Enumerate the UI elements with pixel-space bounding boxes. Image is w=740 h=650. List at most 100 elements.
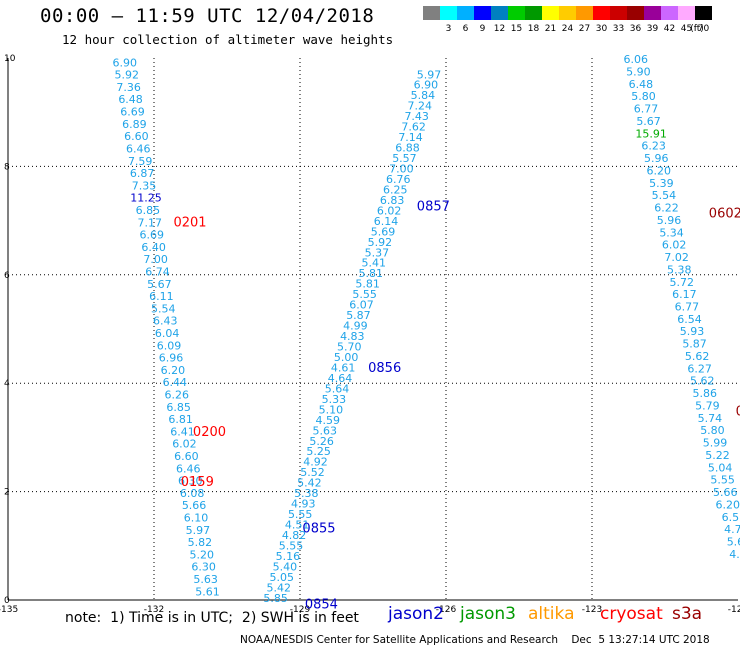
wave-height-value: 5.38 (294, 487, 319, 500)
scale-swatch (678, 6, 695, 20)
satellite-legend-jason3: jason3 (460, 604, 516, 624)
wave-height-value: 6.14 (374, 215, 399, 228)
wave-height-value: 5.52 (300, 466, 325, 479)
wave-height-value: 5.97 (417, 68, 442, 81)
scale-label: 15 (510, 24, 523, 34)
wave-height-value: 4.7 (724, 523, 740, 536)
wave-height-value: 5.54 (151, 302, 176, 315)
pass-time-label: 0857 (417, 199, 450, 214)
pass-time-label: 0854 (305, 597, 338, 612)
wave-height-value: 4.83 (340, 330, 365, 343)
wave-height-value: 6.27 (687, 362, 712, 375)
wave-height-value: 6.87 (130, 167, 155, 180)
wave-height-value: 6.04 (155, 327, 180, 340)
scale-swatch (559, 6, 576, 20)
scale-label: 70 (697, 24, 710, 34)
wave-height-value: 5.42 (266, 581, 291, 594)
scale-swatch (627, 6, 644, 20)
wave-height-value: 5.81 (355, 278, 380, 291)
wave-height-value: 5.37 (365, 246, 390, 259)
scale-swatch (610, 6, 627, 20)
wave-height-value: 4.59 (316, 414, 341, 427)
x-tick-label: -135 (0, 605, 18, 615)
y-tick-label: 10 (4, 54, 16, 64)
wave-height-value: 7.17 (138, 216, 163, 229)
wave-height-value: 5.87 (682, 338, 707, 351)
wave-height-value: 5.55 (352, 288, 377, 301)
scale-label: 36 (629, 24, 642, 34)
scale-label: 42 (663, 24, 676, 34)
wave-height-value: 6.85 (136, 204, 161, 217)
wave-height-value: 5.99 (703, 437, 728, 450)
wave-height-value: 4.99 (343, 320, 368, 333)
wave-height-value: 5.55 (288, 508, 313, 521)
pass-time-label: 0201 (173, 216, 206, 231)
wave-height-value: 5.66 (182, 499, 207, 512)
scale-swatch (423, 6, 440, 20)
x-tick-label: -129 (290, 605, 311, 615)
wave-height-value: 6.48 (118, 93, 143, 106)
footer-credit: NOAA/NESDIS Center for Satellite Applica… (240, 634, 710, 646)
wave-height-value: 5.92 (368, 236, 393, 249)
wave-height-value: 4.1 (729, 548, 740, 561)
pass-time-label: 0200 (193, 425, 226, 440)
wave-height-value: 5.20 (190, 548, 215, 561)
wave-height-value: 6.60 (174, 450, 199, 463)
wave-height-value: 5.25 (306, 445, 331, 458)
wave-height-value: 7.00 (389, 163, 414, 176)
wave-height-value: 5.67 (147, 278, 172, 291)
wave-height-value: 6.90 (113, 56, 138, 69)
wave-height-value: 6.48 (629, 78, 654, 91)
scale-label: 6 (462, 24, 469, 34)
wave-height-value: 4.92 (303, 456, 328, 469)
wave-height-value: 6.77 (675, 301, 700, 314)
wave-height-value: 6.69 (120, 106, 145, 119)
wave-height-value: 5.05 (270, 571, 295, 584)
scale-swatch (695, 6, 712, 20)
wave-height-value: 6.30 (178, 475, 203, 488)
wave-height-value: 5.42 (297, 477, 322, 490)
scale-swatch (508, 6, 525, 20)
wave-height-value: 6.20 (161, 364, 186, 377)
scale-label: 9 (479, 24, 486, 34)
pass-time-label: 0602 (709, 206, 740, 221)
scale-swatch (440, 6, 457, 20)
wave-height-value: 5.55 (279, 539, 304, 552)
wave-height-value: 5.70 (337, 341, 362, 354)
wave-height-value: 5.54 (652, 189, 677, 202)
wave-height-value: 6.06 (624, 53, 649, 66)
pass-time-label: 0855 (302, 521, 335, 536)
x-tick-label: -123 (582, 605, 602, 615)
wave-height-value: 5.16 (276, 550, 301, 563)
wave-height-value: 5.61 (195, 585, 220, 598)
wave-height-value: 6.54 (677, 313, 702, 326)
units-note: note: 1) Time is in UTC; 2) SWH is in fe… (65, 610, 359, 626)
wave-height-value: 5.64 (325, 382, 350, 395)
wave-height-value: 5.96 (644, 152, 669, 165)
scale-swatch (644, 6, 661, 20)
wave-height-value: 4.93 (291, 498, 316, 511)
wave-height-value: 6.69 (139, 229, 164, 242)
scale-label: 33 (612, 24, 625, 34)
satellite-legend-jason2: jason2 (388, 604, 444, 624)
wave-height-value: 6.83 (380, 194, 405, 207)
scale-swatch (525, 6, 542, 20)
satellite-legend-s3a: s3a (672, 604, 703, 624)
wave-height-value: 7.14 (398, 131, 423, 144)
pass-time-label: 0856 (368, 361, 401, 376)
wave-height-value: 5.33 (322, 393, 347, 406)
wave-height-value: 7.62 (401, 121, 426, 134)
wave-height-value: 6.77 (634, 103, 659, 116)
wave-height-value: 5.79 (695, 399, 720, 412)
wave-height-value: 6.46 (176, 462, 201, 475)
wave-height-value: 5.82 (188, 536, 213, 549)
wave-height-value: 6.17 (672, 288, 697, 301)
wave-height-value: 6.08 (180, 487, 205, 500)
wave-height-value: 4.64 (328, 372, 353, 385)
wave-height-value: 6.09 (157, 339, 182, 352)
wave-height-value: 5.85 (263, 592, 288, 605)
wave-height-value: 7.43 (404, 110, 429, 123)
scale-swatch (542, 6, 559, 20)
wave-height-value: 5.74 (698, 412, 723, 425)
